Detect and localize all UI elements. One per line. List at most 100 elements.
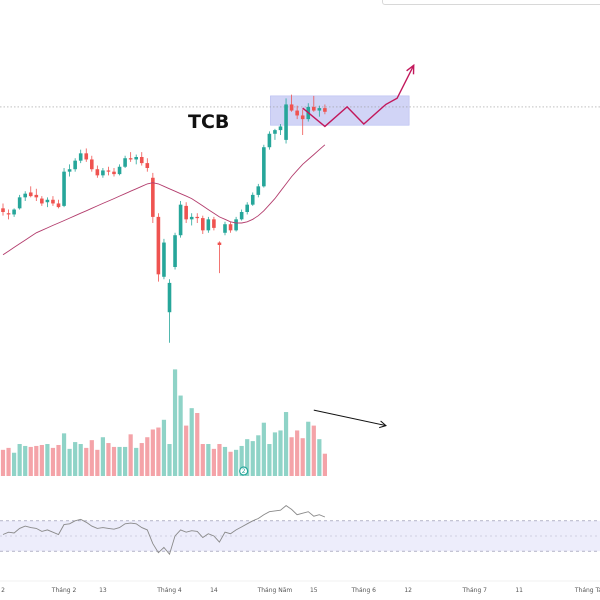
candle-body xyxy=(273,130,277,134)
volume-bar xyxy=(234,449,239,476)
candle-body xyxy=(267,133,272,148)
candle xyxy=(67,164,72,177)
volume-bar xyxy=(206,444,211,476)
candle xyxy=(295,105,299,120)
x-tick-label: 2 xyxy=(1,587,5,594)
candles xyxy=(1,94,327,343)
candle xyxy=(12,208,16,217)
volume-bar xyxy=(267,444,272,476)
volume-bar xyxy=(245,439,250,476)
volume-bar xyxy=(145,437,150,476)
volume-bar xyxy=(184,425,189,476)
candle-body xyxy=(117,166,122,175)
volume-bar xyxy=(161,419,167,476)
candle-body xyxy=(73,160,77,170)
candle xyxy=(84,148,89,162)
volume-bar xyxy=(61,433,67,476)
volume-bar xyxy=(17,444,22,476)
volume-bar xyxy=(78,444,83,476)
candle xyxy=(267,131,272,150)
candle xyxy=(217,241,222,274)
candle-body xyxy=(23,193,27,198)
x-tick-label: 13 xyxy=(99,587,107,594)
volume-bar xyxy=(56,444,61,476)
volume-bar xyxy=(100,437,105,476)
candle-body xyxy=(123,158,127,167)
candle xyxy=(40,196,44,206)
volume-bar xyxy=(111,446,117,476)
volume-bar xyxy=(139,443,144,476)
candle xyxy=(212,216,216,231)
candle-body xyxy=(317,108,322,111)
candle xyxy=(123,155,127,168)
candle-body xyxy=(162,242,166,277)
candle xyxy=(73,158,77,172)
candle xyxy=(195,213,200,223)
candle xyxy=(117,164,122,176)
candle-body xyxy=(234,219,238,231)
volume-bar xyxy=(150,429,155,476)
volume-bars xyxy=(0,369,327,476)
candle-body xyxy=(145,163,150,168)
x-tick-label: Tháng 6 xyxy=(351,587,377,594)
x-tick-label: Tháng 4 xyxy=(156,587,182,594)
volume-bar xyxy=(45,444,50,476)
candle xyxy=(250,192,255,206)
candle-body xyxy=(312,106,316,111)
volume-bar xyxy=(278,430,283,476)
x-tick-label: 11 xyxy=(515,587,523,594)
volume-bar xyxy=(167,444,172,476)
volume-bar xyxy=(295,430,300,476)
candle xyxy=(245,202,249,215)
candle-body xyxy=(217,242,222,245)
volume-bar xyxy=(322,453,327,476)
volume-bar xyxy=(67,448,72,476)
event-marker[interactable]: 2 xyxy=(239,466,249,476)
projection-zone xyxy=(270,95,410,126)
volume-bar xyxy=(73,442,78,476)
volume-bar xyxy=(272,432,278,476)
volume-bar xyxy=(0,449,6,476)
event-marker-circle[interactable] xyxy=(239,466,249,476)
x-axis-ticks: 2 Tháng 2 13 Tháng 4 14 Tháng Năm 15 Tháng 6 12 T… xyxy=(1,587,600,594)
candle-body xyxy=(201,218,205,231)
candle xyxy=(34,188,39,201)
candle-body xyxy=(223,224,227,233)
candle xyxy=(51,196,55,206)
candle xyxy=(151,172,155,223)
candle-body xyxy=(300,115,305,120)
candle xyxy=(28,186,33,198)
volume-bar xyxy=(261,422,266,476)
volume-bar xyxy=(317,439,322,476)
top-toolbar-box[interactable] xyxy=(382,0,600,5)
candle xyxy=(317,105,322,117)
volume-bar xyxy=(123,446,128,476)
candle xyxy=(134,154,138,165)
candle xyxy=(23,191,27,201)
candle xyxy=(106,166,111,176)
candle xyxy=(162,238,166,280)
candle-body xyxy=(151,177,155,217)
volume-bar xyxy=(200,444,205,476)
candle xyxy=(300,109,305,135)
candle-body xyxy=(40,198,44,204)
candle-body xyxy=(28,192,33,197)
candle xyxy=(45,197,50,208)
candle xyxy=(156,213,161,282)
candle xyxy=(223,221,227,236)
candle-body xyxy=(239,212,244,220)
candle-body xyxy=(250,194,255,205)
candle xyxy=(6,209,11,220)
volume-bar xyxy=(289,437,294,476)
candle-body xyxy=(67,169,72,172)
projection-arrow xyxy=(302,64,415,128)
volume-bar xyxy=(84,447,89,476)
candle-body xyxy=(95,169,100,176)
candle-body xyxy=(178,204,183,236)
candle xyxy=(128,152,133,162)
volume-bar xyxy=(256,435,261,476)
candle-body xyxy=(262,147,266,187)
candle-body xyxy=(134,157,138,160)
rsi-line xyxy=(2,505,326,556)
candle-body xyxy=(167,282,172,313)
